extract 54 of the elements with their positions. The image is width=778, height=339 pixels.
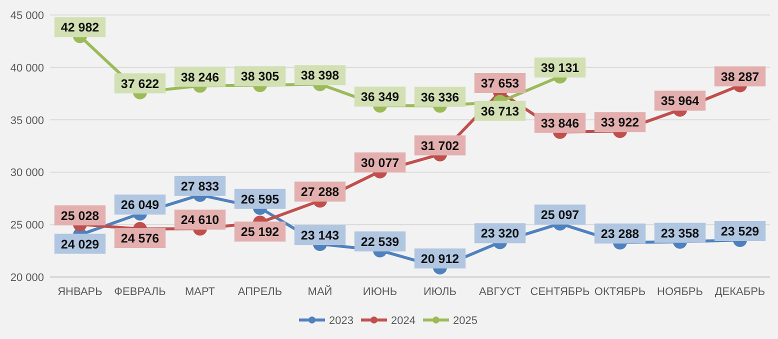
data-label: 27 833	[180, 179, 220, 194]
data-label: 24 610	[180, 213, 220, 228]
y-tick-label: 20 000	[10, 272, 44, 284]
data-label: 26 049	[120, 198, 160, 212]
x-tick-label: МАЙ	[308, 285, 332, 298]
data-label: 23 320	[480, 226, 520, 241]
y-tick-label: 30 000	[10, 167, 44, 180]
data-label: 23 529	[720, 224, 760, 239]
data-label: 42 982	[60, 20, 100, 35]
x-tick-label: ИЮНЬ	[362, 286, 398, 298]
x-tick-label: АВГУСТ	[479, 286, 522, 298]
y-tick-label: 35 000	[10, 114, 44, 127]
data-label: 33 922	[600, 116, 640, 130]
data-label: 23 358	[660, 226, 700, 240]
legend-label: 2024	[391, 315, 416, 327]
legend-label: 2023	[329, 315, 354, 327]
data-label: 30 077	[360, 156, 400, 170]
y-tick-label: 45 000	[10, 10, 44, 22]
x-tick-label: ФЕВРАЛЬ	[114, 286, 166, 298]
data-label: 36 349	[360, 90, 400, 104]
data-label: 23 143	[300, 228, 340, 243]
x-tick-label: АПРЕЛЬ	[238, 286, 282, 298]
data-label: 27 288	[300, 185, 340, 200]
x-tick-label: МАРТ	[184, 286, 216, 298]
y-tick-label: 25 000	[10, 220, 44, 232]
data-label: 24 576	[120, 232, 160, 246]
data-label: 38 246	[180, 70, 220, 84]
data-label: 38 398	[300, 68, 340, 83]
x-tick-label: ЯНВАРЬ	[58, 286, 102, 298]
data-label: 39 131	[540, 61, 580, 76]
data-label: 22 539	[360, 234, 400, 249]
data-label: 20 912	[420, 252, 460, 266]
data-label: 24 029	[60, 237, 100, 252]
x-tick-label: ДЕКАБРЬ	[714, 286, 766, 298]
data-label: 33 846	[540, 116, 580, 130]
data-label: 25 192	[240, 225, 280, 240]
data-label: 37 622	[120, 76, 160, 91]
data-label: 23 288	[600, 227, 640, 242]
data-label: 26 595	[240, 192, 280, 206]
x-tick-label: НОЯБРЬ	[657, 286, 703, 298]
data-label: 36 336	[420, 90, 460, 104]
data-label: 31 702	[420, 138, 460, 153]
data-label: 35 964	[660, 94, 700, 108]
legend-label: 2025	[453, 315, 478, 327]
data-label: 25 097	[540, 208, 580, 222]
x-tick-label: ОКТЯБРЬ	[594, 286, 646, 298]
data-label: 38 305	[240, 70, 280, 84]
data-label: 37 653	[480, 76, 520, 90]
y-tick-label: 40 000	[10, 62, 44, 74]
data-label: 25 028	[60, 208, 100, 223]
x-tick-label: ИЮЛЬ	[424, 286, 456, 298]
data-label: 36 713	[480, 104, 520, 118]
x-tick-label: СЕНТЯБРЬ	[530, 286, 590, 298]
data-label: 38 287	[720, 70, 760, 84]
